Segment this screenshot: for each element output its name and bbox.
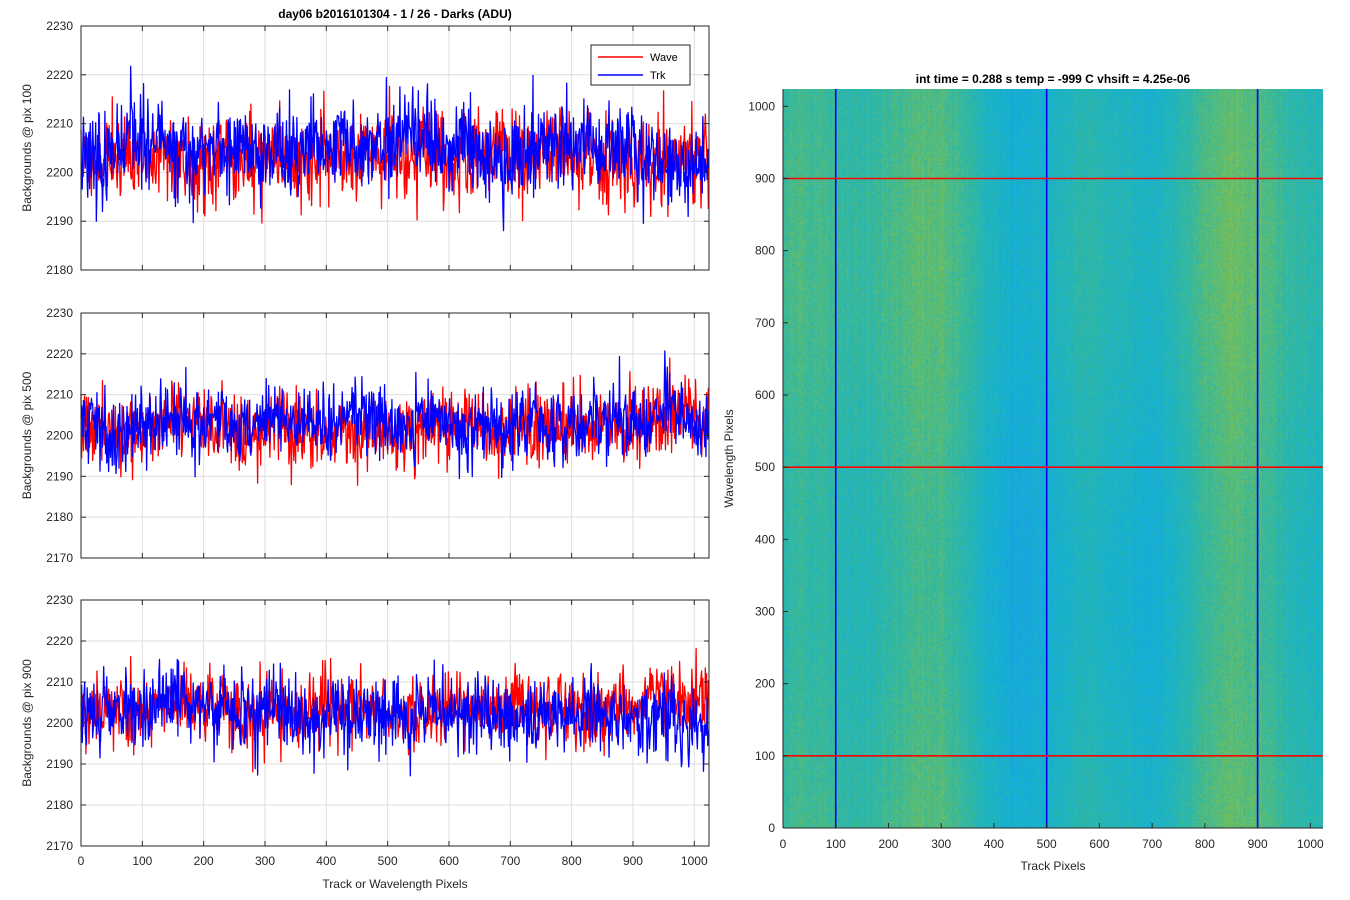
y-tick-label: 2190 — [46, 469, 73, 483]
y-tick-label: 2180 — [46, 510, 73, 524]
heatmap-y-axis-label: Wavelength Pixels — [722, 409, 736, 507]
x-tick-label: 0 — [78, 854, 85, 868]
y-tick-label: 2220 — [46, 68, 73, 82]
y-axis-label: Backgrounds @ pix 500 — [20, 371, 34, 499]
y-axis-label: Backgrounds @ pix 900 — [20, 659, 34, 787]
x-tick-label: 700 — [500, 854, 520, 868]
x-tick-label: 1000 — [1297, 837, 1324, 851]
line-panel-3 — [80, 599, 710, 847]
y-tick-label: 700 — [755, 316, 775, 330]
y-tick-label: 1000 — [748, 99, 775, 113]
left-figure-title: day06 b2016101304 - 1 / 26 - Darks (ADU) — [278, 7, 511, 21]
y-tick-label: 2230 — [46, 593, 73, 607]
y-tick-label: 800 — [755, 244, 775, 258]
x-tick-label: 800 — [562, 854, 582, 868]
series-line-trk — [80, 658, 710, 777]
y-tick-label: 600 — [755, 388, 775, 402]
y-axis-label: Backgrounds @ pix 100 — [20, 84, 34, 212]
y-tick-label: 2230 — [46, 19, 73, 33]
x-tick-label: 400 — [316, 854, 336, 868]
y-tick-label: 200 — [755, 677, 775, 691]
x-tick-label: 200 — [878, 837, 898, 851]
legend-box — [590, 44, 691, 86]
x-tick-label: 100 — [826, 837, 846, 851]
heatmap-image — [783, 89, 1323, 828]
y-tick-label: 2200 — [46, 165, 73, 179]
x-tick-label: 800 — [1195, 837, 1215, 851]
x-tick-label: 700 — [1142, 837, 1162, 851]
y-tick-label: 300 — [755, 604, 775, 618]
y-tick-label: 2200 — [46, 429, 73, 443]
y-tick-label: 2170 — [46, 839, 73, 853]
y-tick-label: 2210 — [46, 675, 73, 689]
legend-label-wave: Wave — [650, 52, 678, 64]
y-tick-label: 100 — [755, 749, 775, 763]
heatmap-title: int time = 0.288 s temp = -999 C vhsift … — [916, 72, 1191, 86]
x-tick-label: 500 — [1037, 837, 1057, 851]
x-tick-label: 600 — [439, 854, 459, 868]
y-tick-label: 2210 — [46, 388, 73, 402]
line-panel-2 — [80, 312, 710, 559]
x-tick-label: 900 — [1248, 837, 1268, 851]
y-tick-label: 2220 — [46, 347, 73, 361]
y-tick-label: 2190 — [46, 214, 73, 228]
x-tick-label: 600 — [1089, 837, 1109, 851]
x-tick-label: 500 — [378, 854, 398, 868]
series-line-trk — [80, 350, 710, 480]
y-tick-label: 2180 — [46, 798, 73, 812]
y-tick-label: 0 — [768, 821, 775, 835]
legend — [590, 44, 691, 86]
y-tick-label: 500 — [755, 460, 775, 474]
x-tick-label: 0 — [780, 837, 787, 851]
y-tick-label: 2220 — [46, 634, 73, 648]
y-tick-label: 900 — [755, 171, 775, 185]
legend-label-trk: Trk — [650, 70, 666, 82]
y-tick-label: 2200 — [46, 716, 73, 730]
x-axis-label: Track or Wavelength Pixels — [322, 877, 467, 891]
y-tick-label: 400 — [755, 532, 775, 546]
x-tick-label: 400 — [984, 837, 1004, 851]
x-tick-label: 300 — [255, 854, 275, 868]
heatmap-x-axis-label: Track Pixels — [1021, 859, 1086, 873]
x-tick-label: 300 — [931, 837, 951, 851]
y-tick-label: 2190 — [46, 757, 73, 771]
x-tick-label: 1000 — [681, 854, 708, 868]
series-line-trk — [80, 65, 710, 232]
x-tick-label: 200 — [194, 854, 214, 868]
y-tick-label: 2210 — [46, 117, 73, 131]
axes-box — [80, 25, 710, 271]
y-tick-label: 2170 — [46, 551, 73, 565]
x-tick-label: 100 — [132, 854, 152, 868]
y-tick-label: 2180 — [46, 263, 73, 277]
y-tick-label: 2230 — [46, 306, 73, 320]
heatmap-panel — [782, 89, 1323, 829]
x-tick-label: 900 — [623, 854, 643, 868]
